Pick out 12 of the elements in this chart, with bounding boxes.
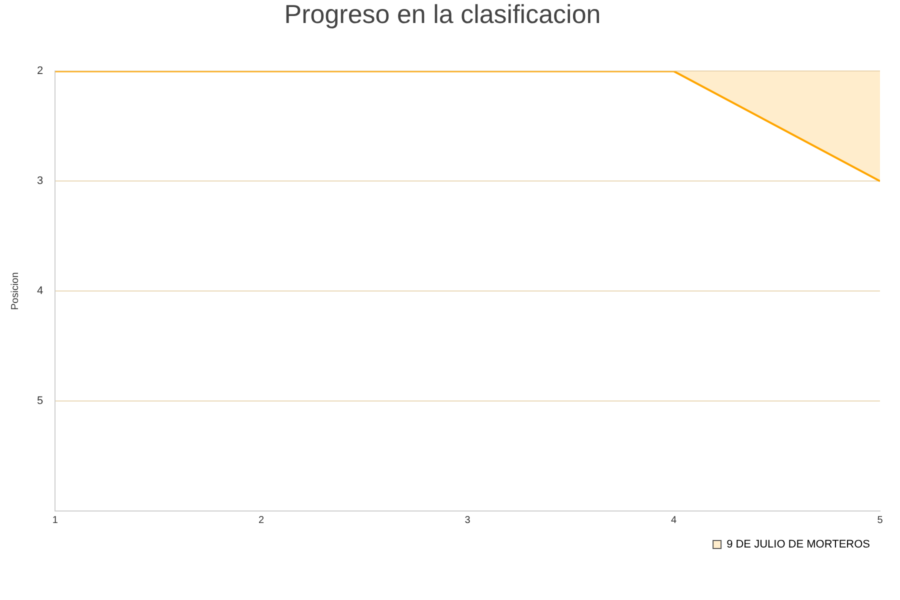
legend-label: 9 DE JULIO DE MORTEROS [726, 538, 870, 551]
y-tick-label: 3 [36, 175, 44, 188]
x-tick-label: 1 [52, 514, 58, 526]
chart-title: Progreso en la clasificacion [284, 0, 601, 29]
y-axis-title: Posicion [10, 272, 21, 310]
x-tick-label: 5 [877, 514, 884, 526]
y-tick-label: 4 [36, 285, 44, 298]
x-tick-label: 3 [464, 514, 471, 526]
y-tick-label: 2 [36, 65, 44, 78]
x-tick-label: 4 [671, 514, 677, 526]
y-tick-label: 5 [36, 395, 44, 408]
x-tick-label: 2 [258, 514, 265, 526]
